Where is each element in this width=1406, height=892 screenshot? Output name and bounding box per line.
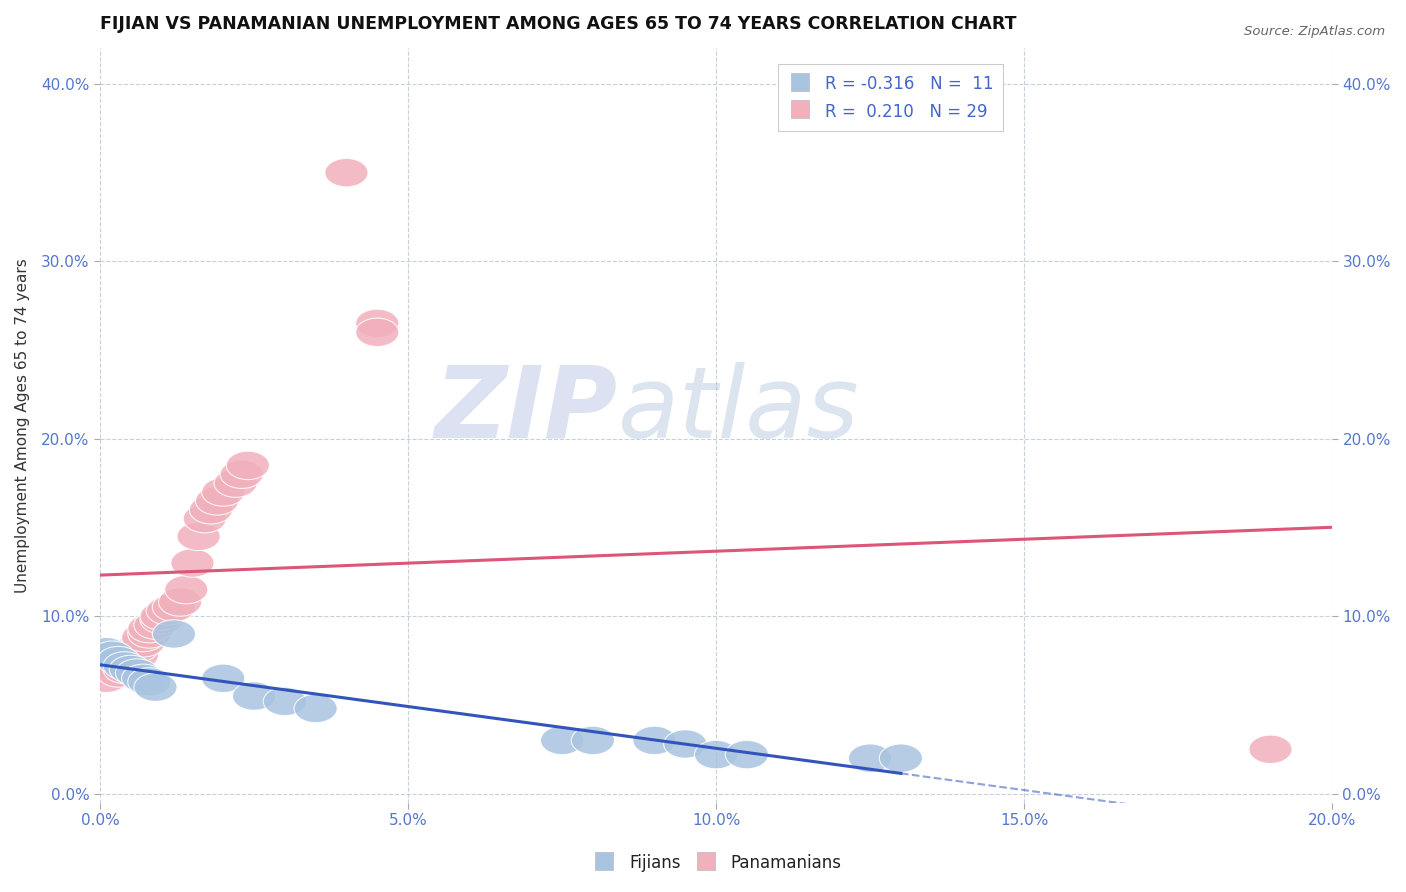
Ellipse shape — [121, 629, 165, 657]
Ellipse shape — [725, 740, 769, 769]
Ellipse shape — [664, 730, 707, 758]
Ellipse shape — [141, 602, 183, 631]
Ellipse shape — [134, 611, 177, 640]
Ellipse shape — [201, 478, 245, 507]
Ellipse shape — [146, 597, 190, 625]
Ellipse shape — [540, 726, 583, 755]
Ellipse shape — [183, 505, 226, 533]
Ellipse shape — [159, 588, 201, 616]
Text: atlas: atlas — [617, 362, 859, 458]
Y-axis label: Unemployment Among Ages 65 to 74 years: Unemployment Among Ages 65 to 74 years — [15, 258, 30, 593]
Ellipse shape — [97, 659, 141, 687]
Ellipse shape — [294, 694, 337, 723]
Ellipse shape — [121, 624, 165, 652]
Ellipse shape — [84, 638, 128, 666]
Text: Source: ZipAtlas.com: Source: ZipAtlas.com — [1244, 25, 1385, 38]
Ellipse shape — [356, 310, 399, 338]
Ellipse shape — [1249, 735, 1292, 764]
Ellipse shape — [128, 668, 172, 696]
Ellipse shape — [91, 641, 134, 670]
Ellipse shape — [115, 641, 159, 670]
Ellipse shape — [190, 496, 232, 524]
Ellipse shape — [165, 575, 208, 604]
Ellipse shape — [152, 593, 195, 622]
Ellipse shape — [97, 647, 141, 674]
Ellipse shape — [128, 620, 172, 648]
Ellipse shape — [110, 656, 152, 683]
Ellipse shape — [325, 159, 368, 186]
Ellipse shape — [141, 606, 183, 634]
Ellipse shape — [571, 726, 614, 755]
Ellipse shape — [201, 665, 245, 692]
Text: ZIP: ZIP — [434, 362, 617, 458]
Ellipse shape — [91, 652, 134, 680]
Ellipse shape — [633, 726, 676, 755]
Ellipse shape — [214, 469, 257, 498]
Ellipse shape — [110, 652, 152, 680]
Ellipse shape — [879, 744, 922, 772]
Legend: R = -0.316   N =  11, R =  0.210   N = 29: R = -0.316 N = 11, R = 0.210 N = 29 — [779, 64, 1004, 131]
Ellipse shape — [103, 656, 146, 683]
Ellipse shape — [121, 665, 165, 692]
Ellipse shape — [263, 687, 307, 715]
Legend: Fijians, Panamanians: Fijians, Panamanians — [586, 847, 848, 880]
Ellipse shape — [232, 681, 276, 710]
Text: FIJIAN VS PANAMANIAN UNEMPLOYMENT AMONG AGES 65 TO 74 YEARS CORRELATION CHART: FIJIAN VS PANAMANIAN UNEMPLOYMENT AMONG … — [100, 15, 1017, 33]
Ellipse shape — [103, 647, 146, 674]
Ellipse shape — [84, 665, 128, 692]
Ellipse shape — [177, 522, 221, 550]
Ellipse shape — [103, 652, 146, 680]
Ellipse shape — [356, 318, 399, 346]
Ellipse shape — [115, 659, 159, 687]
Ellipse shape — [128, 615, 172, 643]
Ellipse shape — [195, 487, 239, 515]
Ellipse shape — [221, 460, 263, 489]
Ellipse shape — [152, 620, 195, 648]
Ellipse shape — [848, 744, 891, 772]
Ellipse shape — [172, 549, 214, 577]
Ellipse shape — [115, 634, 159, 663]
Ellipse shape — [695, 740, 738, 769]
Ellipse shape — [134, 673, 177, 701]
Ellipse shape — [226, 451, 270, 480]
